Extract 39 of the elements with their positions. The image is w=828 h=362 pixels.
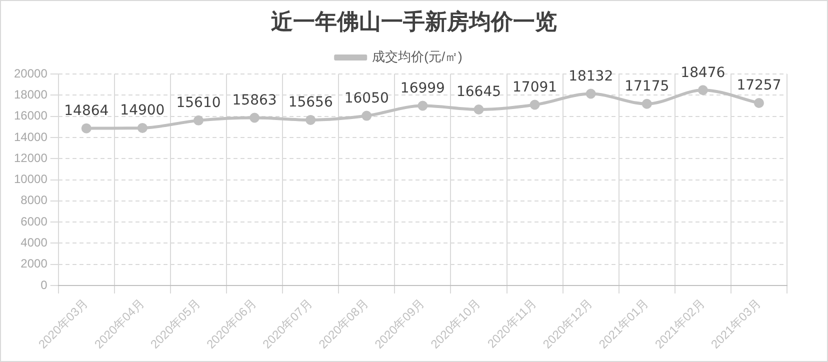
y-tick-label: 10000 [14,172,48,186]
data-label: 14864 [64,102,109,119]
point [193,115,204,126]
y-tick-label: 18000 [14,87,48,102]
data-label: 16645 [456,84,502,100]
data-label: 16999 [400,80,445,96]
point [586,88,596,99]
point [698,85,708,96]
y-tick-label: 6000 [20,214,48,228]
y-tick-label: 12000 [14,150,48,165]
data-label: 14900 [120,102,165,119]
legend-label: 成交均价(元/㎡) [372,49,462,64]
y-tick-label: 0 [40,278,48,292]
data-label: 17175 [624,78,670,95]
y-tick-label: 2000 [20,256,48,271]
point [81,123,92,134]
point [362,110,372,121]
y-tick-label: 4000 [20,236,48,250]
point [530,100,540,110]
point [418,100,428,111]
point [250,112,260,123]
y-tick-label: 8000 [20,193,48,208]
point [137,122,148,133]
data-label: 15863 [232,92,277,108]
data-label: 15610 [176,95,221,112]
point [474,104,484,114]
y-tick-label: 14000 [14,130,48,144]
point [306,114,316,125]
point [754,98,764,108]
y-tick-label: 20000 [14,66,48,80]
data-label: 15656 [288,94,333,111]
data-label: 17091 [512,79,558,96]
data-label: 18476 [680,64,726,81]
data-label: 17257 [736,78,782,94]
point [642,98,652,109]
data-label: 18132 [568,68,614,84]
y-tick-label: 16000 [14,108,48,123]
chart-title: 近一年佛山一手新房均价一览 [270,8,558,37]
data-label: 16050 [344,90,389,106]
